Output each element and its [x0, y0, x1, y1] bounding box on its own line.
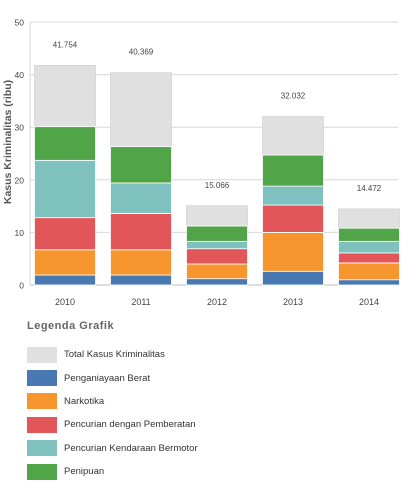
bar-2011-series-0	[111, 275, 172, 285]
legend-swatch	[27, 393, 57, 409]
bars	[35, 65, 400, 285]
legend-label: Narkotika	[64, 396, 104, 407]
bar-2012-series-4	[187, 226, 248, 241]
y-tick-label-40: 40	[15, 70, 25, 80]
x-axis-ticks: 2010 2011 2012 2013 2014	[55, 297, 379, 307]
bar-2013-series-2	[263, 205, 324, 232]
legend-item: Penganiayaan Berat	[27, 366, 397, 389]
bar-2012-series-2	[187, 249, 248, 264]
y-tick-label-0: 0	[19, 281, 24, 291]
bar-2014-series-0	[339, 280, 400, 285]
total-label-2012: 15.066	[205, 181, 230, 190]
total-labels: 41.754 40.369 15.066 32.032 14.472	[53, 40, 382, 193]
bar-2014-series-1	[339, 263, 400, 280]
total-label-2013: 32.032	[281, 92, 306, 101]
bar-2012-series-1	[187, 264, 248, 279]
bar-2010-series-0	[35, 275, 96, 285]
bar-2011-series-3	[111, 183, 172, 214]
bar-2011-series-2	[111, 213, 172, 249]
total-label-2014: 14.472	[357, 184, 382, 193]
bar-2014-series-4	[339, 228, 400, 241]
bar-2012-series-0	[187, 279, 248, 285]
legend-swatch	[27, 440, 57, 456]
legend-title: Legenda Grafik	[27, 320, 114, 332]
legend-label: Penganiayaan Berat	[64, 373, 150, 384]
y-tick-label-10: 10	[15, 228, 25, 238]
total-label-2011: 40.369	[129, 48, 154, 57]
legend-swatch	[27, 370, 57, 386]
y-tick-label-20: 20	[15, 175, 25, 185]
bar-2012-series-3	[187, 241, 248, 248]
bar-2011-series-4	[111, 147, 172, 183]
legend-item: Pencurian Kendaraan Bermotor	[27, 437, 397, 460]
x-tick-label-2013: 2013	[283, 297, 303, 307]
y-tick-label-30: 30	[15, 123, 25, 133]
legend-swatch	[27, 417, 57, 433]
bar-2010-series-4	[35, 127, 96, 161]
legend-label: Total Kasus Kriminalitas	[64, 349, 165, 360]
legend-item: Narkotika	[27, 390, 397, 413]
bar-2010-series-3	[35, 160, 96, 217]
legend-label: Penipuan	[64, 466, 104, 477]
x-tick-label-2010: 2010	[55, 297, 75, 307]
x-tick-label-2012: 2012	[207, 297, 227, 307]
legend: Total Kasus Kriminalitas Penganiayaan Ber…	[27, 343, 397, 483]
bar-2010-series-1	[35, 250, 96, 275]
x-tick-label-2011: 2011	[131, 297, 150, 307]
legend-label: Pencurian Kendaraan Bermotor	[64, 443, 198, 454]
y-tick-label-50: 50	[15, 18, 25, 28]
bar-2014-series-3	[339, 241, 400, 253]
total-label-2010: 41.754	[53, 40, 78, 49]
bar-2010-series-2	[35, 218, 96, 250]
legend-item: Total Kasus Kriminalitas	[27, 343, 397, 366]
bar-2014-series-2	[339, 253, 400, 263]
bar-2013-series-4	[263, 155, 324, 186]
legend-label: Pencurian dengan Pemberatan	[64, 419, 196, 430]
bar-2011-series-1	[111, 250, 172, 275]
legend-swatch	[27, 464, 57, 480]
y-axis-ticks: 0 10 20 30 40 50	[15, 18, 25, 291]
bar-2013-series-0	[263, 271, 324, 285]
y-axis-label: Kasus Kriminalitas (ribu)	[2, 80, 14, 204]
bar-2013-series-1	[263, 232, 324, 271]
legend-item: Pencurian dengan Pemberatan	[27, 413, 397, 436]
x-tick-label-2014: 2014	[359, 297, 379, 307]
bar-2013-series-3	[263, 186, 324, 205]
legend-swatch	[27, 347, 57, 363]
legend-item: Penipuan	[27, 460, 397, 483]
